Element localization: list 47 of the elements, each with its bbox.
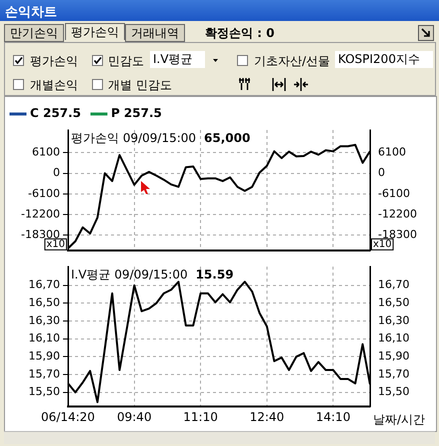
- text: 민감도: [108, 53, 144, 70]
- text: x10: [373, 238, 392, 250]
- y-tick-label: -12200: [21, 207, 60, 220]
- text: 거래내역: [125, 24, 185, 42]
- y-tick-label: 15,70: [28, 367, 60, 380]
- text: KOSPI200지수: [335, 51, 433, 68]
- y2-tick-label: 16,10: [378, 332, 410, 345]
- text: I.V평균: [150, 51, 205, 68]
- legend-label: P 257.5: [110, 106, 162, 120]
- text: 기초자산/선물: [254, 53, 330, 70]
- chart-subtitle: 15.59: [196, 268, 234, 282]
- x-tick-label: 09:40: [116, 410, 152, 424]
- text: 확정손익 : 0: [205, 25, 275, 42]
- y-tick-label: 15,90: [28, 350, 60, 363]
- chart-subtitle: 65,000: [204, 131, 250, 146]
- y-tick-label: 16,30: [28, 314, 60, 327]
- y-tick-label: -6100: [28, 186, 60, 200]
- x-tick-label: 12:40: [250, 410, 284, 424]
- y2-tick-label: 16,70: [378, 278, 410, 292]
- y2-tick-label: 15,90: [378, 350, 410, 363]
- text: x10: [46, 238, 66, 250]
- legend-label: C 257.5: [30, 106, 81, 120]
- chart-title: 평가손익 09/09/15:00: [71, 131, 196, 146]
- y2-tick-label: 6100: [378, 146, 406, 159]
- text: 만기손익: [4, 24, 64, 42]
- chart-title: I.V평균 09/09/15:00: [71, 268, 188, 282]
- x-axis-title: 날짜/시간: [373, 412, 426, 427]
- x-tick-label: 11:10: [183, 410, 218, 424]
- x-tick-label: 06/14:20: [41, 410, 95, 424]
- y-tick-label: 16,70: [28, 278, 60, 292]
- y2-tick-label: 16,50: [378, 296, 410, 310]
- x-tick-label: 14:10: [316, 410, 350, 424]
- text: 손익차트: [5, 4, 57, 21]
- y-tick-label: 16,50: [28, 296, 60, 310]
- y2-tick-label: 15,50: [378, 385, 410, 398]
- y2-tick-label: 15,70: [378, 367, 410, 380]
- text: 평가손익: [30, 53, 78, 70]
- y2-tick-label: 0: [378, 166, 385, 180]
- y-tick-label: 0: [53, 166, 60, 180]
- y-tick-label: 16,10: [28, 332, 60, 345]
- y2-tick-label: 16,30: [378, 314, 410, 327]
- text: 개별 민감도: [108, 77, 172, 94]
- y2-tick-label: -12200: [378, 207, 417, 220]
- y-tick-label: 15,50: [28, 385, 60, 398]
- y2-tick-label: -6100: [378, 186, 410, 200]
- y-tick-label: 6100: [32, 146, 60, 159]
- text: 개별손익: [30, 77, 78, 94]
